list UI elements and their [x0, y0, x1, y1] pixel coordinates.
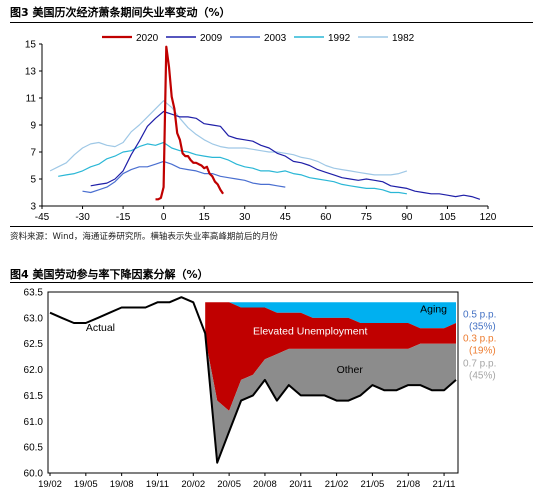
legend-label-2003: 2003: [264, 33, 287, 44]
figure4-title: 图4 美国劳动参与率下降因素分解（%）: [10, 268, 209, 281]
label-other: Other: [337, 364, 364, 376]
annotation-share: (35%): [469, 321, 496, 332]
x-tick-label: 45: [280, 212, 292, 223]
figure3-rule: [10, 22, 533, 23]
x-tick-label: 21/11: [433, 479, 456, 490]
y-tick-label: 3: [30, 202, 36, 213]
label-actual: Actual: [86, 322, 115, 334]
figure3-bottom-rule: [10, 226, 533, 227]
series-line-2020: [155, 45, 225, 201]
series-line-2003: [82, 160, 286, 194]
series-line-1982: [49, 100, 408, 176]
figure3-source: 资料来源：Wind，海通证券研究所。横轴表示失业率高峰期前后的月份: [10, 232, 278, 242]
y-tick-label: 61.0: [24, 417, 44, 428]
x-tick-label: 21/05: [361, 479, 385, 490]
x-tick-label: 21/02: [325, 479, 349, 490]
y-tick-label: 15: [25, 40, 37, 51]
x-tick-label: 21/08: [396, 479, 420, 490]
area-aging: [205, 302, 456, 329]
y-tick-label: 63.5: [24, 288, 44, 299]
x-tick-label: 120: [480, 212, 497, 223]
y-tick-label: 13: [25, 67, 37, 78]
label-elevated-unemployment: Elevated Unemployment: [253, 325, 367, 337]
unemployment-line-chart: 3 5 7 9 11 13 15 -45 -30 -15 0 15 30 45 60 75 90 105 120 20…: [25, 33, 497, 223]
legend-label-1992: 1992: [328, 33, 351, 44]
y-tick-label: 60.5: [24, 443, 44, 454]
label-aging: Aging: [420, 304, 447, 316]
x-tick-label: -15: [116, 212, 131, 223]
area-other: [205, 333, 456, 463]
annotation-value: 0.3 p.p.: [463, 334, 496, 345]
annotation-share: (45%): [469, 370, 496, 381]
y-tick-label: 9: [30, 121, 36, 132]
x-tick-label: 20/08: [253, 479, 277, 490]
participation-area-chart: 60.0 60.5 61.0 61.5 62.0 62.5 63.0 63.5 19/02 19/…: [24, 288, 497, 491]
annotation-value: 0.7 p.p.: [463, 358, 496, 369]
legend-label-2020: 2020: [136, 33, 159, 44]
plot-frame: [47, 291, 459, 474]
x-tick-label: 15: [199, 212, 211, 223]
figure3-title: 图3 美国历次经济萧条期间失业率变动（%）: [10, 6, 231, 19]
y-tick-label: 7: [30, 148, 36, 159]
y-tick-label: 63.0: [24, 313, 44, 324]
annotation-value: 0.5 p.p.: [463, 309, 496, 320]
x-tick-label: 19/08: [110, 479, 134, 490]
x-tick-label: 20/05: [217, 479, 241, 490]
y-tick-label: 11: [26, 94, 37, 105]
x-tick-label: 19/05: [74, 479, 98, 490]
actual-line: [49, 296, 457, 464]
y-tick-label: 62.5: [24, 339, 44, 350]
series-line-1992: [58, 141, 407, 195]
x-tick-label: 90: [401, 212, 413, 223]
legend-label-1982: 1982: [392, 33, 415, 44]
y-tick-label: 60.0: [24, 469, 44, 480]
series-line-2009: [90, 110, 481, 200]
x-tick-label: 20/02: [181, 479, 205, 490]
x-tick-label: 75: [361, 212, 373, 223]
y-tick-label: 61.5: [24, 391, 44, 402]
figure4-rule: [10, 282, 533, 283]
x-tick-label: 20/11: [289, 479, 312, 490]
x-tick-label: 105: [439, 212, 456, 223]
x-tick-label: -45: [35, 212, 50, 223]
x-tick-label: -30: [75, 212, 90, 223]
y-tick-label: 5: [30, 175, 36, 186]
y-tick-label: 62.0: [24, 365, 44, 376]
x-tick-label: 0: [161, 212, 167, 223]
x-tick-label: 19/11: [146, 479, 169, 490]
x-tick-label: 19/02: [38, 479, 62, 490]
legend-label-2009: 2009: [200, 33, 223, 44]
area-elevated-unemployment: [205, 302, 456, 411]
x-tick-label: 30: [239, 212, 251, 223]
x-tick-label: 60: [320, 212, 332, 223]
annotation-share: (19%): [469, 346, 496, 357]
